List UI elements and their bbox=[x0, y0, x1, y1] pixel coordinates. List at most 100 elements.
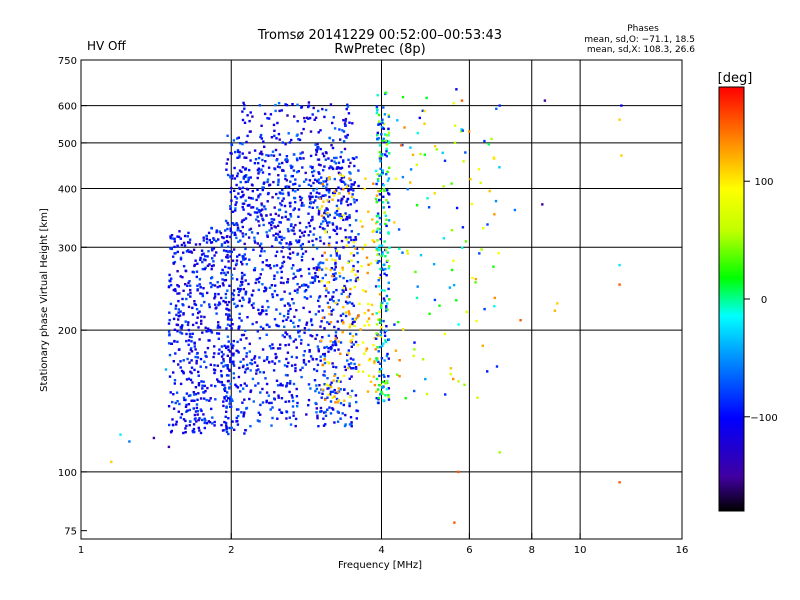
data-point bbox=[234, 209, 237, 212]
data-point bbox=[236, 172, 240, 175]
data-point bbox=[203, 384, 206, 388]
data-point bbox=[452, 259, 455, 262]
data-point bbox=[272, 218, 276, 221]
data-point bbox=[328, 213, 331, 217]
data-point bbox=[197, 392, 200, 395]
data-point bbox=[449, 372, 452, 376]
data-point bbox=[379, 330, 383, 333]
data-point bbox=[277, 394, 280, 397]
data-point bbox=[386, 170, 389, 173]
data-point bbox=[345, 185, 349, 188]
data-point bbox=[236, 304, 239, 308]
data-point bbox=[245, 407, 248, 410]
data-point bbox=[199, 431, 203, 435]
data-point bbox=[220, 423, 223, 427]
data-point bbox=[249, 362, 252, 365]
data-point bbox=[210, 226, 213, 230]
data-point bbox=[288, 335, 291, 338]
data-point bbox=[461, 226, 465, 229]
data-point bbox=[241, 401, 244, 404]
data-point bbox=[378, 120, 381, 123]
data-point bbox=[334, 343, 337, 346]
data-point bbox=[387, 267, 390, 270]
data-point bbox=[202, 380, 205, 383]
data-point bbox=[265, 323, 268, 326]
data-point bbox=[332, 278, 336, 281]
data-point bbox=[273, 397, 276, 400]
data-point bbox=[222, 236, 225, 240]
data-point bbox=[185, 424, 188, 428]
data-point bbox=[315, 333, 319, 337]
data-point bbox=[245, 337, 248, 340]
data-point bbox=[191, 381, 194, 384]
data-point bbox=[335, 254, 339, 257]
data-point bbox=[291, 103, 294, 106]
data-point bbox=[381, 301, 384, 305]
data-point bbox=[323, 346, 326, 349]
data-point bbox=[257, 382, 260, 385]
data-point bbox=[307, 101, 311, 104]
data-point bbox=[380, 133, 383, 136]
data-point bbox=[315, 387, 319, 391]
data-point bbox=[185, 339, 188, 343]
data-point bbox=[321, 363, 324, 367]
data-point bbox=[197, 426, 200, 430]
data-point bbox=[236, 223, 239, 227]
data-point bbox=[339, 155, 342, 159]
data-point bbox=[344, 212, 347, 215]
data-point bbox=[323, 383, 326, 386]
data-point bbox=[409, 146, 412, 149]
data-point bbox=[261, 186, 264, 189]
data-point bbox=[204, 326, 207, 329]
data-point bbox=[498, 451, 501, 454]
data-point bbox=[415, 163, 418, 166]
data-point bbox=[273, 134, 276, 138]
data-point bbox=[319, 196, 323, 199]
data-point bbox=[273, 318, 277, 321]
data-point bbox=[241, 263, 244, 266]
data-point bbox=[322, 216, 325, 219]
data-point bbox=[347, 189, 350, 193]
data-point bbox=[274, 254, 277, 258]
data-point bbox=[303, 230, 307, 233]
data-point bbox=[277, 180, 280, 184]
data-point bbox=[403, 126, 406, 129]
data-point bbox=[349, 323, 352, 326]
data-point bbox=[273, 391, 276, 394]
data-point bbox=[384, 340, 388, 344]
data-point bbox=[212, 237, 215, 240]
data-point bbox=[411, 153, 415, 156]
data-point bbox=[268, 286, 272, 289]
data-point bbox=[174, 304, 178, 307]
data-point bbox=[372, 375, 375, 378]
data-point bbox=[333, 190, 336, 193]
data-point bbox=[316, 180, 319, 183]
data-point bbox=[332, 139, 335, 142]
data-point bbox=[178, 230, 181, 233]
data-point bbox=[293, 289, 297, 292]
data-point bbox=[363, 312, 366, 315]
data-point bbox=[242, 333, 246, 337]
data-point bbox=[279, 281, 283, 284]
data-point bbox=[275, 159, 278, 162]
data-point bbox=[172, 317, 176, 321]
data-point bbox=[256, 419, 260, 422]
data-point bbox=[493, 296, 496, 300]
data-point bbox=[350, 375, 353, 378]
data-point bbox=[315, 187, 318, 191]
data-point bbox=[279, 202, 282, 205]
data-point bbox=[242, 218, 246, 221]
data-point bbox=[276, 417, 279, 420]
data-point bbox=[449, 367, 453, 370]
data-point bbox=[187, 241, 190, 244]
data-point bbox=[274, 148, 278, 152]
data-point bbox=[334, 162, 338, 165]
data-point bbox=[282, 255, 285, 259]
data-point bbox=[342, 290, 345, 293]
data-point bbox=[344, 368, 347, 372]
data-point bbox=[270, 220, 273, 224]
data-point bbox=[344, 183, 347, 186]
data-point bbox=[323, 115, 326, 119]
data-point bbox=[176, 330, 179, 333]
data-point bbox=[177, 235, 181, 239]
